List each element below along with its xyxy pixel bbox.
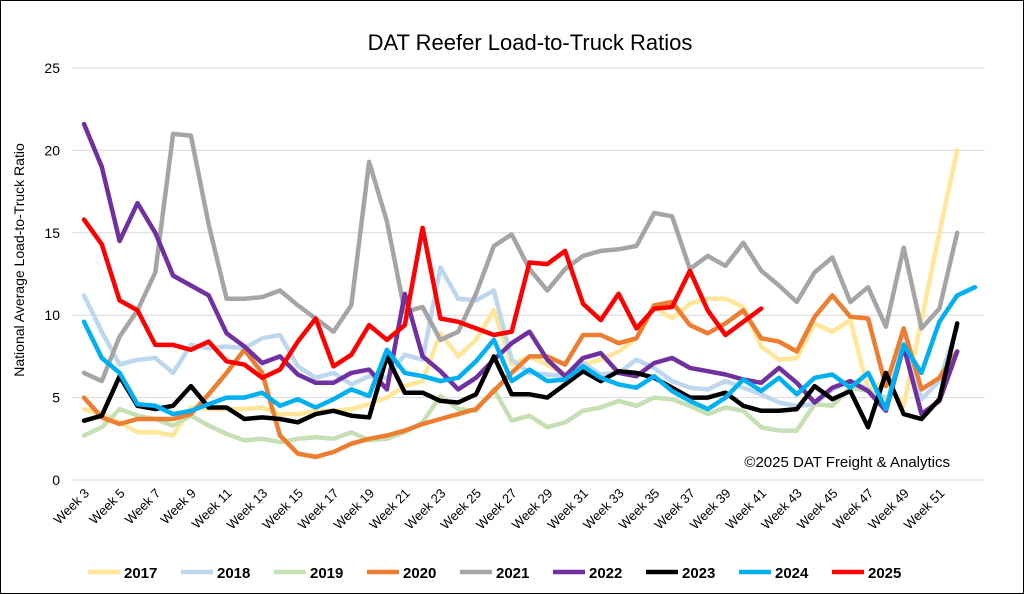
series-line (81, 293, 960, 460)
chart-title: DAT Reefer Load-to-Truck Ratios (368, 30, 693, 55)
y-tick-label: 20 (44, 142, 60, 158)
y-tick-label: 0 (52, 472, 60, 488)
legend-label: 2020 (403, 565, 436, 582)
legend-label: 2025 (868, 565, 901, 582)
y-tick-label: 5 (52, 390, 60, 406)
legend-label: 2022 (589, 565, 622, 582)
legend-label: 2019 (310, 565, 343, 582)
y-tick-label: 10 (44, 307, 60, 323)
legend-label: 2018 (217, 565, 250, 582)
legend-label: 2024 (775, 565, 809, 582)
series-line (81, 321, 960, 430)
legend-label: 2017 (124, 565, 157, 582)
series-line (81, 131, 960, 384)
legend-label: 2023 (682, 565, 715, 582)
y-axis-label: National Average Load-to-Truck Ratio (11, 143, 27, 377)
series-line (81, 121, 960, 417)
y-tick-label: 15 (44, 225, 60, 241)
legend-label: 2021 (496, 565, 529, 582)
annotation: ©2025 DAT Freight & Analytics (744, 454, 950, 471)
series-line (81, 284, 978, 417)
series-line (81, 217, 764, 381)
y-tick-label: 25 (44, 60, 60, 76)
